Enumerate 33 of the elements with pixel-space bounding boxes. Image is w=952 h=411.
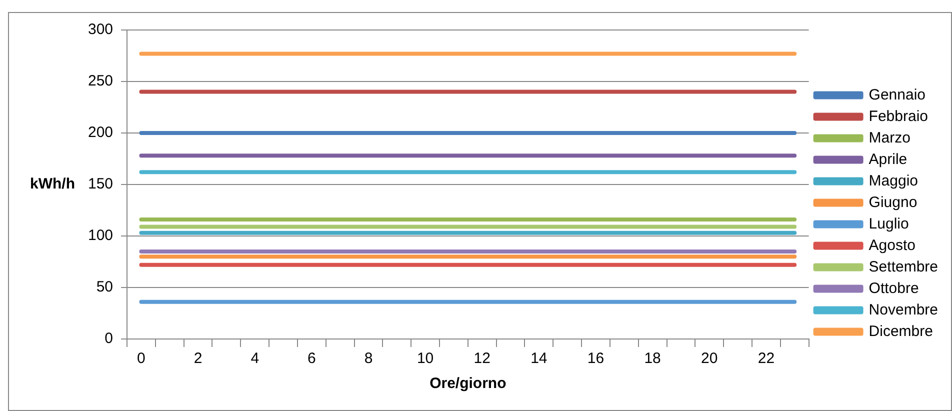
- x-tick-label: 18: [644, 350, 661, 368]
- legend-label: Marzo: [868, 129, 910, 146]
- x-tick-label: 10: [416, 350, 434, 368]
- y-tick-label: 200: [88, 124, 114, 142]
- x-tick-label: 0: [137, 350, 146, 368]
- y-tick-label: 150: [88, 176, 114, 193]
- x-tick-label: 22: [758, 350, 775, 368]
- x-tick-label: 8: [364, 350, 373, 368]
- x-tick-label: 4: [250, 350, 260, 368]
- x-tick-label: 20: [701, 350, 718, 368]
- legend-label: Dicembre: [868, 322, 933, 340]
- x-tick-label: 2: [194, 350, 202, 368]
- x-axis-title: Ore/giorno: [430, 375, 506, 392]
- x-tick-label: 6: [308, 350, 316, 368]
- legend-label: Agosto: [868, 236, 916, 254]
- x-tick-label: 16: [587, 350, 604, 368]
- y-tick-label: 50: [96, 278, 114, 296]
- legend-label: Aprile: [868, 150, 908, 168]
- legend-label: Febbraio: [868, 108, 928, 125]
- legend-label: Giugno: [868, 194, 918, 211]
- legend-label: Novembre: [868, 301, 938, 318]
- legend-label: Settembre: [868, 258, 938, 276]
- y-tick-label: 0: [104, 330, 114, 348]
- legend-label: Maggio: [868, 172, 918, 190]
- legend-label: Gennaio: [868, 86, 926, 104]
- x-tick-label: 12: [474, 350, 490, 368]
- y-tick-label: 250: [88, 72, 114, 90]
- y-axis-title: kWh/h: [30, 176, 75, 193]
- x-tick-label: 14: [530, 350, 548, 368]
- legend-label: Ottobre: [868, 280, 919, 297]
- legend-label: Luglio: [868, 215, 909, 232]
- y-tick-label: 300: [88, 21, 114, 38]
- y-tick-label: 100: [88, 227, 114, 244]
